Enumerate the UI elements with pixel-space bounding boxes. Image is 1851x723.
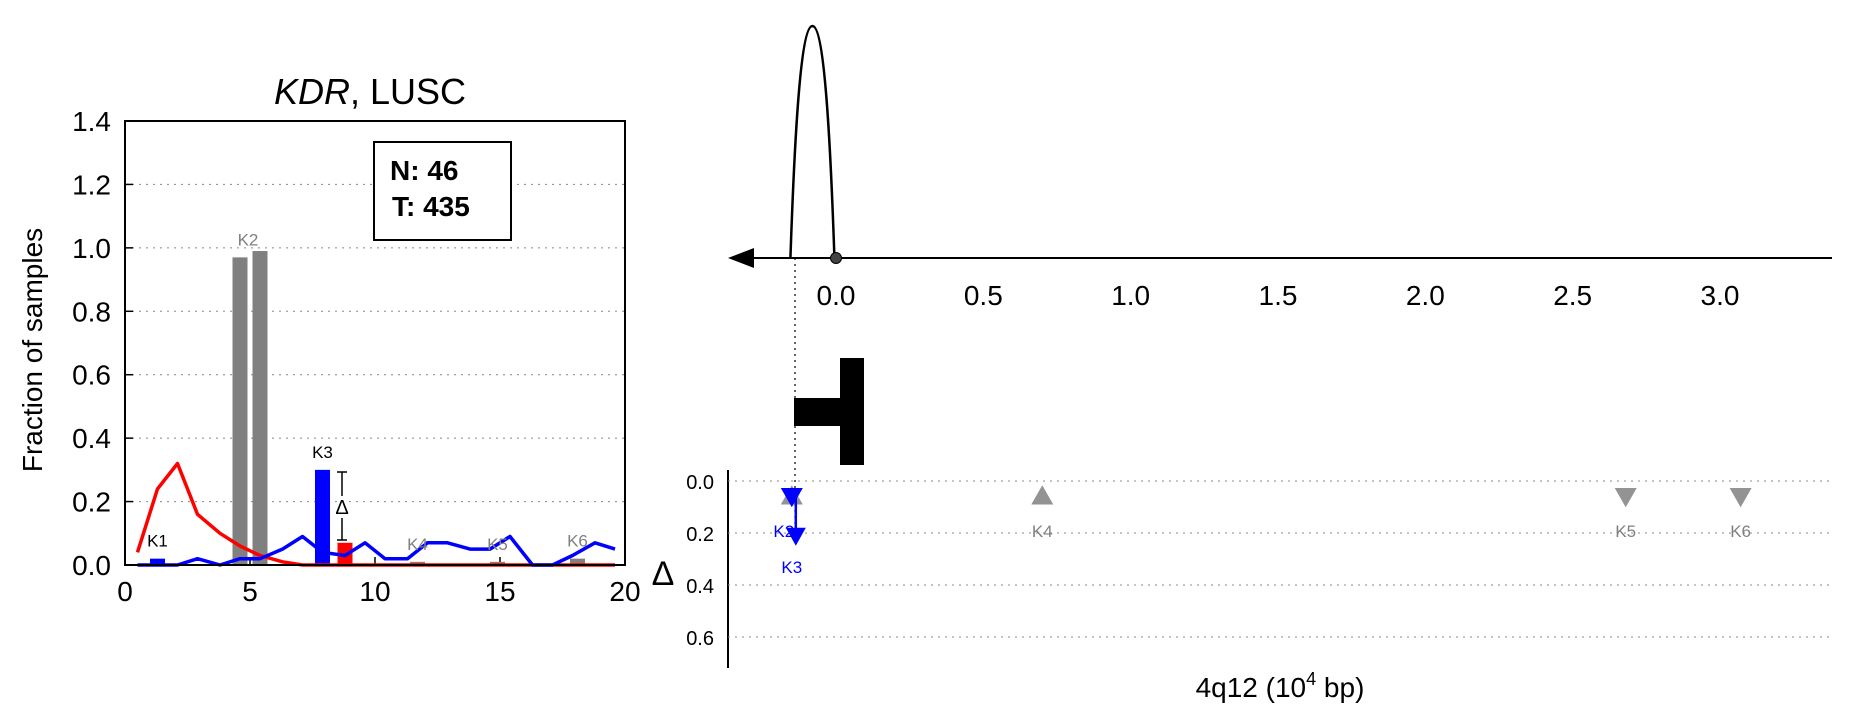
left-series-lines	[135, 461, 616, 567]
delta-points: K2 K3 K4 K5 K6	[773, 485, 1752, 577]
genome-x-ticks: 0.0 0.5 1.0 1.5 2.0 2.5 3.0	[817, 280, 1740, 311]
delta-symbol: Δ	[335, 497, 348, 519]
left-ytick-label: 0.8	[72, 296, 111, 327]
left-xtick-label: 10	[359, 576, 390, 607]
genome-xtick-label: 2.5	[1553, 280, 1592, 311]
delta-point-label: K2	[773, 522, 794, 541]
delta-marker-k4	[1031, 485, 1054, 505]
left-x-ticks: 0 5 10 15 20	[117, 557, 641, 607]
genome-xtick-label: 0.0	[817, 280, 856, 311]
left-ytick-label: 0.2	[72, 487, 111, 518]
left-bar-label: K1	[147, 532, 168, 551]
legend-n: N: 46	[390, 155, 458, 186]
left-chart-title: KDR, LUSC	[274, 71, 466, 112]
xlabel-end: bp)	[1316, 672, 1364, 703]
delta-point-label: K4	[1032, 522, 1053, 541]
left-bar	[150, 558, 165, 565]
left-bar	[252, 251, 268, 565]
left-xtick-label: 5	[242, 576, 258, 607]
left-y-ticks: 0.0 0.2 0.4 0.6 0.8 1.0 1.2 1.4	[72, 106, 133, 581]
peak-track: 0.0 0.5 1.0 1.5 2.0 2.5 3.0	[728, 24, 1832, 311]
genome-xtick-label: 1.5	[1259, 280, 1298, 311]
delta-ytick-label: 0.4	[686, 576, 714, 598]
left-bar-labels: K1 K2 K3 K4 K5 K6	[147, 230, 588, 553]
delta-point-label: K5	[1615, 522, 1636, 541]
genome-xtick-label: 2.0	[1406, 280, 1445, 311]
left-xtick-label: 15	[484, 576, 515, 607]
left-xtick-label: 0	[117, 576, 133, 607]
left-xtick-label: 20	[609, 576, 640, 607]
left-bar	[232, 257, 248, 565]
left-ytick-label: 0.6	[72, 360, 111, 391]
xlabel-main: 4q12 (10	[1196, 672, 1307, 703]
delta-arrow-head	[785, 527, 806, 546]
delta-marker-k3	[780, 487, 803, 508]
delta-bracket	[337, 471, 347, 541]
left-bar-label: K6	[567, 532, 588, 551]
title-rest: , LUSC	[350, 71, 466, 112]
delta-point-label: K3	[781, 558, 802, 577]
left-bar-label: K5	[487, 535, 508, 554]
left-ytick-label: 1.4	[72, 106, 111, 137]
left-chart: KDR, LUSC Fraction of samples 0.00.20.40…	[17, 71, 641, 607]
delta-y-ticks: 0.0 0.2 0.4 0.6	[686, 472, 714, 650]
left-ytick-label: 1.0	[72, 233, 111, 264]
genome-xtick-label: 1.0	[1111, 280, 1150, 311]
genome-xtick-label: 0.5	[964, 280, 1003, 311]
delta-track: 0.0 0.2 0.4 0.6 Δ K2 K3 K4 K5 K6	[652, 470, 1832, 668]
gene-intron-bar	[794, 398, 846, 426]
left-bars	[150, 251, 585, 565]
strand-arrow-icon	[728, 248, 754, 268]
delta-gridlines	[728, 480, 1832, 638]
gene-exon-block	[840, 358, 864, 465]
sample-count-legend: N: 46 T: 435	[373, 141, 512, 241]
delta-ytick-label: 0.2	[686, 524, 714, 546]
delta-point-label: K6	[1730, 522, 1751, 541]
legend-t: T: 435	[392, 191, 470, 222]
xlabel-sup: 4	[1306, 669, 1316, 689]
peak-curve	[789, 24, 836, 259]
left-bar	[315, 469, 330, 565]
series-line-t	[137, 534, 616, 567]
left-bar-label: K4	[407, 535, 428, 554]
gene-structure	[794, 358, 864, 465]
delta-ytick-label: 0.6	[686, 628, 714, 650]
left-bar-label: K3	[312, 443, 333, 462]
title-gene: KDR	[274, 71, 350, 112]
left-bar	[570, 558, 585, 565]
left-ytick-label: 0.4	[72, 423, 111, 454]
left-chart-frame	[124, 120, 626, 566]
left-bar-label: K2	[238, 230, 259, 249]
origin-marker	[830, 252, 842, 264]
left-ytick-label: 1.2	[72, 169, 111, 200]
genome-xlabel: 4q12 (104 bp)	[1196, 669, 1365, 703]
left-chart-ylabel: Fraction of samples	[17, 228, 48, 472]
delta-axis-label: Δ	[652, 555, 675, 593]
delta-ytick-label: 0.0	[686, 472, 714, 494]
left-ytick-label: 0.0	[72, 550, 111, 581]
delta-marker-k6	[1729, 487, 1752, 508]
delta-marker-k5	[1614, 487, 1637, 508]
genome-xtick-label: 3.0	[1701, 280, 1740, 311]
